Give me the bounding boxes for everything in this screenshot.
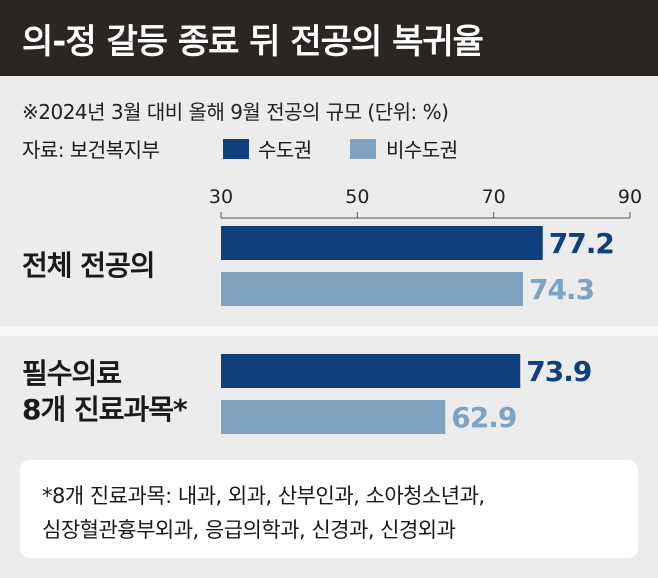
bar: [221, 226, 543, 260]
bar: [221, 400, 446, 434]
legend-swatch-capital: [223, 139, 249, 159]
x-tick-label: 30: [209, 186, 233, 208]
group-label-line: 8개 진료과목*: [22, 393, 188, 426]
legend-swatch-noncapital: [350, 139, 376, 159]
bar-value-label: 77.2: [549, 227, 614, 260]
title-banner: 의-정 갈등 종료 뒤 전공의 복귀율: [0, 0, 658, 76]
group-label-all-residents: 전체 전공의: [22, 248, 156, 284]
bar-value-label: 62.9: [451, 401, 516, 434]
chart-note: ※2024년 3월 대비 올해 9월 전공의 규모 (단위: %): [22, 100, 449, 124]
x-tick-label: 90: [618, 186, 642, 208]
x-tick-label: 50: [345, 186, 369, 208]
legend-label-noncapital: 비수도권: [386, 138, 458, 162]
group-label-essential-care: 필수의료 8개 진료과목*: [22, 356, 188, 428]
source-label: 자료: 보건복지부: [22, 138, 160, 162]
footnote-box: *8개 진료과목: 내과, 외과, 산부인과, 소아청소년과, 심장혈관흉부외과…: [20, 460, 638, 558]
bar: [221, 354, 521, 388]
group-label-line: 전체 전공의: [22, 249, 156, 282]
footnote-line-1: *8개 진료과목: 내과, 외과, 산부인과, 소아청소년과,: [42, 484, 485, 508]
bar: [221, 272, 523, 306]
x-tick-label: 70: [482, 186, 506, 208]
group-label-line: 필수의료: [22, 357, 122, 390]
chart-title: 의-정 갈등 종료 뒤 전공의 복귀율: [22, 22, 484, 62]
section-divider: [0, 326, 658, 336]
footnote-line-2: 심장혈관흉부외과, 응급의학과, 신경과, 신경외과: [42, 518, 456, 542]
bar-value-label: 73.9: [526, 355, 591, 388]
bar-value-label: 74.3: [529, 273, 594, 306]
legend-label-capital: 수도권: [258, 138, 312, 162]
